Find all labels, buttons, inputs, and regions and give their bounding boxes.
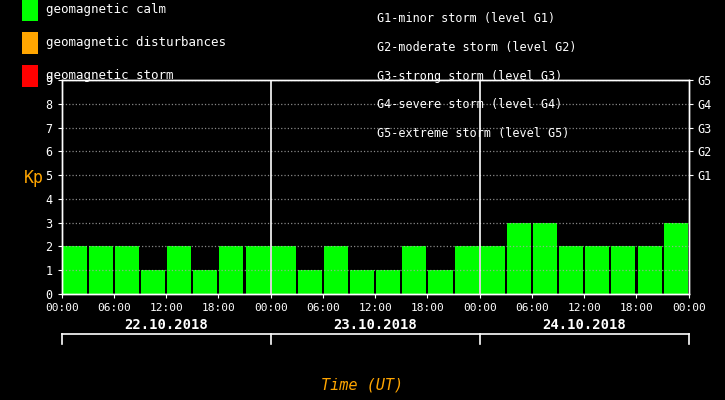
Bar (298, 270, 322, 294)
Text: geomagnetic storm: geomagnetic storm (46, 69, 174, 82)
Bar (62, 246, 87, 294)
Bar (272, 246, 296, 294)
Bar (246, 246, 270, 294)
Text: geomagnetic calm: geomagnetic calm (46, 4, 167, 16)
Text: 23.10.2018: 23.10.2018 (334, 318, 417, 332)
Bar (167, 246, 191, 294)
Text: Time (UT): Time (UT) (321, 378, 404, 393)
Bar (663, 223, 688, 294)
Bar (402, 246, 426, 294)
Bar (324, 246, 348, 294)
Text: G3-strong storm (level G3): G3-strong storm (level G3) (377, 70, 563, 83)
Bar (115, 246, 139, 294)
Bar (585, 246, 609, 294)
Bar (637, 246, 662, 294)
Text: G5-extreme storm (level G5): G5-extreme storm (level G5) (377, 127, 569, 140)
Bar (194, 270, 218, 294)
Bar (88, 246, 113, 294)
Bar (455, 246, 478, 294)
Bar (428, 270, 452, 294)
Bar (350, 270, 374, 294)
Text: G1-minor storm (level G1): G1-minor storm (level G1) (377, 12, 555, 25)
Text: 24.10.2018: 24.10.2018 (542, 318, 626, 332)
Text: G2-moderate storm (level G2): G2-moderate storm (level G2) (377, 41, 576, 54)
Bar (220, 246, 244, 294)
Text: 22.10.2018: 22.10.2018 (124, 318, 208, 332)
Text: geomagnetic disturbances: geomagnetic disturbances (46, 36, 226, 49)
Bar (481, 246, 505, 294)
Y-axis label: Kp: Kp (25, 169, 44, 187)
Bar (533, 223, 557, 294)
Bar (376, 270, 400, 294)
Text: G4-severe storm (level G4): G4-severe storm (level G4) (377, 98, 563, 111)
Bar (559, 246, 583, 294)
Bar (611, 246, 635, 294)
Bar (507, 223, 531, 294)
Bar (141, 270, 165, 294)
